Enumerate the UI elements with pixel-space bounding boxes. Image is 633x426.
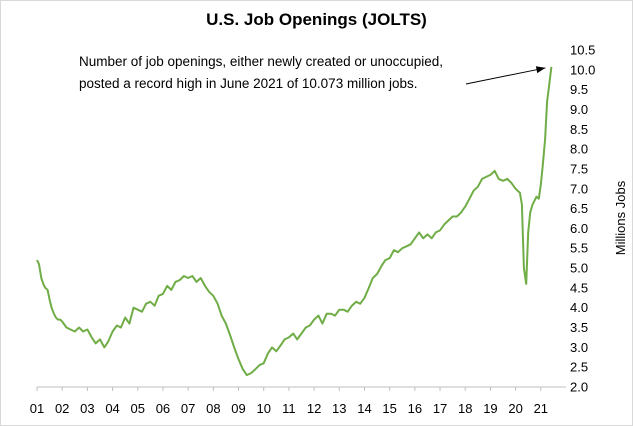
y-tick-label: 9.0: [570, 102, 588, 117]
x-tick-label: 06: [156, 401, 170, 416]
x-tick-label: 03: [80, 401, 94, 416]
x-tick-label: 13: [332, 401, 346, 416]
y-tick-label: 3.5: [570, 320, 588, 335]
y-tick-label: 3.0: [570, 340, 588, 355]
series-line: [36, 66, 553, 377]
y-tick-label: 6.0: [570, 221, 588, 236]
x-tick-label: 21: [534, 401, 548, 416]
chart-title: U.S. Job Openings (JOLTS): [206, 10, 427, 29]
x-tick-label: 15: [382, 401, 396, 416]
x-tick-label: 12: [307, 401, 321, 416]
y-tick-label: 8.0: [570, 142, 588, 157]
x-tick-label: 09: [231, 401, 245, 416]
annotation-line-1: Number of job openings, either newly cre…: [79, 54, 443, 69]
x-tick-label: 17: [433, 401, 447, 416]
y-tick-label: 8.5: [570, 122, 588, 137]
y-tick-label: 4.0: [570, 300, 588, 315]
x-tick-label: 18: [458, 401, 472, 416]
x-tick-label: 04: [105, 401, 119, 416]
x-tick-label: 20: [508, 401, 522, 416]
x-tick-label: 01: [30, 401, 44, 416]
y-tick-label: 5.0: [570, 261, 588, 276]
x-tick-label: 08: [206, 401, 220, 416]
y-tick-label: 10.5: [570, 43, 595, 58]
annotation-arrowhead: [535, 66, 546, 74]
y-tick-label: 7.0: [570, 181, 588, 196]
y-axis-ticks: 2.0 2.5 3.0 3.5 4.0 4.5 5.0 5.5 6.0 6.5 7.0 7.5 8.0 8…: [570, 43, 595, 395]
y-tick-label: 2.0: [570, 380, 588, 395]
x-tick-label: 07: [181, 401, 195, 416]
x-tick-label: 02: [55, 401, 69, 416]
y-tick-label: 2.5: [570, 360, 588, 375]
x-tick-label: 05: [131, 401, 145, 416]
y-tick-label: 5.5: [570, 241, 588, 256]
x-tick-label: 16: [408, 401, 422, 416]
y-axis-label: Millions Jobs: [613, 180, 628, 255]
x-tick-label: 19: [483, 401, 497, 416]
x-tick-label: 14: [357, 401, 371, 416]
annotation-arrow: [465, 67, 546, 85]
y-tick-label: 7.5: [570, 161, 588, 176]
x-tick-label: 11: [282, 401, 296, 416]
x-tick-label: 10: [256, 401, 270, 416]
x-axis-ticks: 01 02 03 04 05 06 07 08 09 10 11 12 13 14 15 16 17 18 19 20…: [30, 387, 548, 416]
y-tick-label: 10.0: [570, 62, 595, 77]
y-tick-label: 6.5: [570, 201, 588, 216]
y-tick-label: 4.5: [570, 280, 588, 295]
y-tick-label: 9.5: [570, 82, 588, 97]
annotation-line-2: posted a record high in June 2021 of 10.…: [79, 76, 417, 91]
